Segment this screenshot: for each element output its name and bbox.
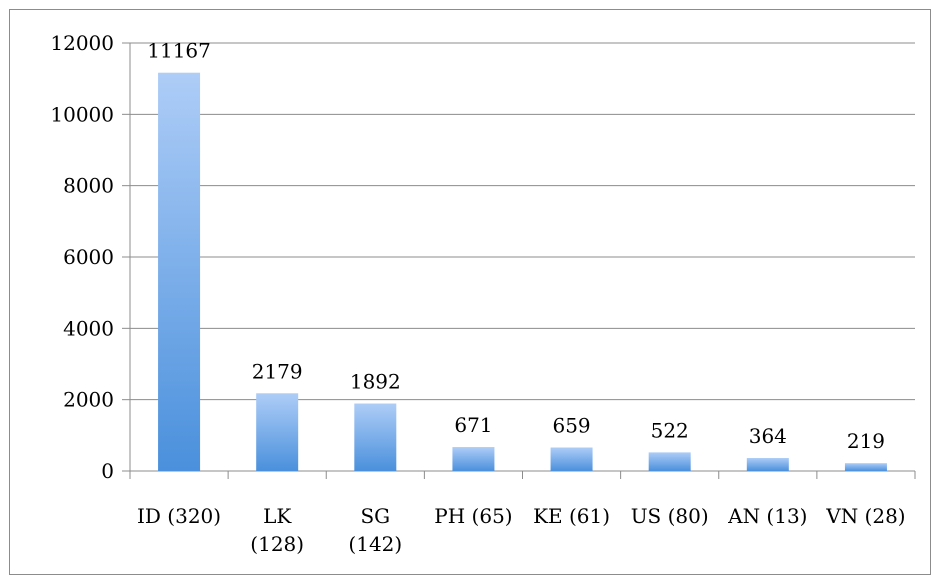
y-tick-label: 6000 [63,245,114,269]
axes [122,42,916,479]
x-tick-label: ID (320) [137,504,221,528]
x-tick-label: PH (65) [434,504,512,528]
gridlines [130,42,915,401]
x-tick-label: AN (13) [727,504,807,528]
data-label: 671 [454,413,492,437]
y-tick-label: 0 [101,459,114,483]
x-axis-ticks: ID (320) LK (128) SG (142) PH (65) KE (61) US (… [137,504,906,556]
bar [844,463,887,471]
bar [158,72,201,472]
x-tick-label: US (80) [631,504,709,528]
y-tick-label: 12000 [50,31,114,55]
data-label: 522 [651,418,689,442]
bar [550,447,593,471]
y-tick-label: 8000 [63,174,114,198]
bar [746,458,789,471]
y-axis-ticks: 0 2000 4000 6000 8000 10000 12000 [50,31,114,483]
y-tick-label: 4000 [63,316,114,340]
bars [158,72,887,472]
x-tick-label: KE (61) [533,504,610,528]
y-tick-label: 2000 [63,388,114,412]
bar [354,403,397,471]
data-label: 1892 [350,370,401,394]
data-label: 219 [847,429,885,453]
data-label: 659 [552,413,590,437]
data-label: 2179 [252,359,303,383]
bar [648,452,691,471]
x-tick-label: VN (28) [825,504,905,528]
y-tick-label: 10000 [50,102,114,126]
x-tick-label: LK (128) [250,504,304,556]
bar [256,393,299,471]
bar [452,447,495,471]
data-labels: 11167 2179 1892 671 659 522 364 219 [147,39,885,453]
x-tick-label: SG (142) [348,504,402,556]
data-label: 11167 [147,39,211,63]
data-label: 364 [749,424,787,448]
